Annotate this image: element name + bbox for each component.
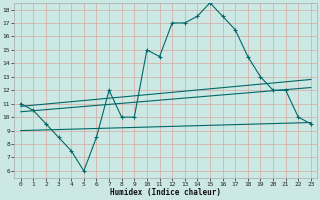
X-axis label: Humidex (Indice chaleur): Humidex (Indice chaleur) [110, 188, 221, 197]
